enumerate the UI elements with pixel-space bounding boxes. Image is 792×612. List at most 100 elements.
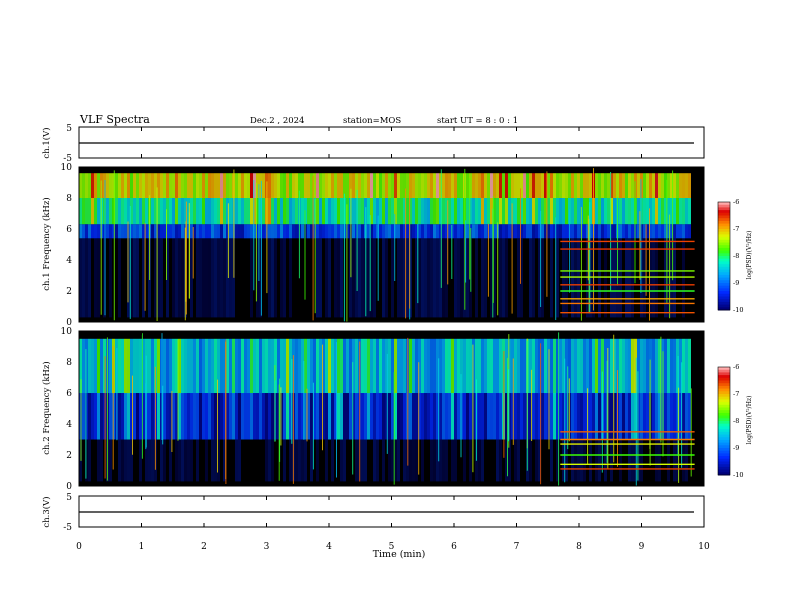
ch1-band-cell	[505, 224, 508, 239]
ch1-band-cell	[259, 173, 262, 198]
ch1-band-cell	[358, 238, 361, 318]
ch1-band-cell	[454, 173, 457, 198]
ch2-band-cell	[319, 393, 322, 440]
ch1-band-cell	[418, 173, 421, 198]
ch1-band-cell	[427, 238, 430, 318]
ch2-band-cell	[550, 393, 553, 440]
ch1-band-cell	[280, 224, 283, 239]
colorbar-swatch	[718, 472, 730, 476]
ch1-band-cell	[430, 173, 433, 198]
ch1-band-cell	[520, 224, 523, 239]
ch2-band-cell	[340, 439, 343, 482]
ch2-band-cell	[439, 338, 442, 394]
ch1-band-cell	[673, 224, 676, 239]
ch2-band-cell	[607, 393, 610, 440]
colorbar-swatch	[718, 450, 730, 454]
ch1-band-cell	[319, 198, 322, 225]
ch1-band-cell	[577, 224, 580, 239]
ch2-band-cell	[685, 393, 688, 440]
ch1-band-cell	[631, 238, 634, 318]
ch1-band-cell	[457, 198, 460, 225]
ch1-band-cell	[424, 224, 427, 239]
ch2-band-cell	[142, 393, 145, 440]
ch1-band-cell	[220, 224, 223, 239]
ch1-band-cell	[253, 224, 256, 239]
ch1-band-cell	[556, 224, 559, 239]
ch2-band-cell	[187, 338, 190, 394]
ch2-band-cell	[229, 393, 232, 440]
ch1-band-cell	[361, 173, 364, 198]
ch1-band-cell	[226, 198, 229, 225]
ch1-band-cell	[85, 198, 88, 225]
ch1-band-cell	[271, 224, 274, 239]
ch2-band-cell	[457, 393, 460, 440]
ch1-band-cell	[391, 173, 394, 198]
ch1-band-cell	[565, 173, 568, 198]
ch1-band-cell	[655, 224, 658, 239]
ch2-band-cell	[580, 439, 583, 482]
ch1-band-cell	[241, 173, 244, 198]
ch2-band-cell	[325, 439, 328, 482]
ch1-band-cell	[328, 198, 331, 225]
ch1-band-cell	[235, 198, 238, 225]
ch1-band-cell	[211, 224, 214, 239]
ch1-band-cell	[409, 173, 412, 198]
colorbar-tick-label: -9	[733, 444, 739, 452]
ch1-band-cell	[667, 238, 670, 318]
ch2-band-cell	[682, 393, 685, 440]
ch2-band-cell	[577, 439, 580, 482]
ch2-band-cell	[436, 439, 439, 482]
ch1-band-cell	[643, 198, 646, 225]
ch2-band-cell	[424, 338, 427, 394]
ch1-band-cell	[283, 238, 286, 318]
ch2-band-cell	[676, 439, 679, 482]
ch1-band-cell	[574, 238, 577, 318]
ch1-band-cell	[208, 224, 211, 239]
ch1-band-cell	[295, 224, 298, 239]
ch1-spec-ytick-4: 4	[66, 256, 72, 266]
ch1-band-cell	[361, 224, 364, 239]
ch2-band-cell	[658, 393, 661, 440]
ch2-band-cell	[88, 393, 91, 440]
ch2-band-cell	[433, 338, 436, 394]
ch2-band-cell	[256, 338, 259, 394]
ch1-band-cell	[193, 173, 196, 198]
ch1-band-cell	[361, 238, 364, 318]
ch2-band-cell	[280, 338, 283, 394]
ch1-band-cell	[181, 238, 184, 318]
ch1-band-cell	[289, 224, 292, 239]
ch2-band-cell	[268, 393, 271, 440]
ch2-band-cell	[604, 393, 607, 440]
colorbar-swatch	[718, 415, 730, 419]
ch2-band-cell	[631, 439, 634, 482]
ch2-band-cell	[148, 393, 151, 440]
ch2-band-cell	[307, 393, 310, 440]
ch1-band-cell	[217, 198, 220, 225]
colorbar-swatch	[718, 269, 730, 273]
ch2-band-cell	[571, 393, 574, 440]
ch1-band-cell	[517, 198, 520, 225]
ch1-band-cell	[679, 173, 682, 198]
ch1-band-cell	[133, 224, 136, 239]
ch2-band-cell	[451, 439, 454, 482]
ch1-band-cell	[139, 224, 142, 239]
ch1-band-cell	[562, 238, 565, 318]
ch2-band-cell	[610, 338, 613, 394]
ch2-band-cell	[166, 393, 169, 440]
ch1-band-cell	[367, 224, 370, 239]
ch2-band-cell	[379, 338, 382, 394]
ch1-band-cell	[178, 238, 181, 318]
ch1-band-cell	[310, 224, 313, 239]
ch1-band-cell	[484, 198, 487, 225]
ch1-band-cell	[364, 173, 367, 198]
ch1-band-cell	[259, 198, 262, 225]
ch2-band-cell	[532, 393, 535, 440]
ch2-band-cell	[499, 393, 502, 440]
ch1-band-cell	[466, 238, 469, 318]
ch1-band-cell	[688, 224, 691, 239]
ch1-band-cell	[292, 173, 295, 198]
ch2-band-cell	[646, 393, 649, 440]
ch2-spectrogram-image	[79, 332, 695, 486]
ch2-band-cell	[118, 338, 121, 394]
ch2-band-cell	[634, 338, 637, 394]
